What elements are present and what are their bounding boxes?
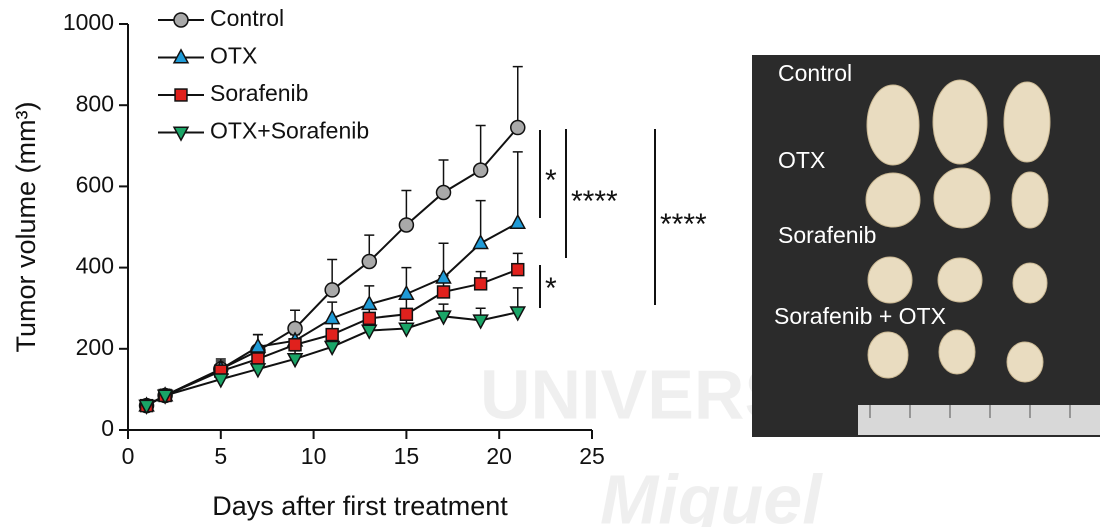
marker <box>398 322 415 338</box>
marker <box>324 282 340 298</box>
marker <box>435 184 452 201</box>
error-bar <box>512 65 523 128</box>
legend-marker <box>172 126 190 142</box>
marker <box>436 285 451 299</box>
legend-marker <box>172 48 190 64</box>
marker <box>325 327 339 342</box>
photo-label: Sorafenib <box>778 222 876 248</box>
annotation: * <box>545 164 557 197</box>
marker <box>398 217 415 233</box>
marker <box>473 277 488 291</box>
marker <box>249 363 267 379</box>
legend-label: OTX <box>210 43 257 69</box>
x-tick-label: 15 <box>394 443 420 469</box>
legend-marker <box>174 88 188 102</box>
marker <box>435 310 452 326</box>
marker <box>361 294 378 311</box>
y-tick-label: 0 <box>101 415 114 441</box>
marker <box>361 324 378 340</box>
watermark: Miguel <box>600 460 823 527</box>
error-bar <box>512 151 523 223</box>
legend-marker <box>173 12 189 28</box>
y-tick-label: 400 <box>76 253 114 279</box>
marker <box>398 284 415 300</box>
marker <box>323 340 341 357</box>
marker <box>249 337 267 353</box>
marker <box>362 311 376 326</box>
annotation: * <box>545 272 557 305</box>
y-tick-label: 1000 <box>63 9 114 35</box>
x-tick-label: 0 <box>122 443 135 469</box>
y-tick-label: 200 <box>76 334 114 360</box>
marker <box>323 309 341 325</box>
marker <box>156 389 174 405</box>
marker <box>435 268 452 284</box>
x-tick-label: 20 <box>486 443 512 469</box>
x-tick-label: 10 <box>301 443 327 469</box>
legend-label: Control <box>210 5 284 31</box>
photo-label: Sorafenib + OTX <box>774 303 946 329</box>
marker <box>510 119 526 136</box>
annotation: **** <box>660 208 707 241</box>
marker <box>472 314 489 330</box>
legend-label: Sorafenib <box>210 80 308 106</box>
marker <box>212 373 230 389</box>
marker <box>509 306 527 322</box>
x-axis-label: Days after first treatment <box>212 491 508 521</box>
photo-label: OTX <box>778 147 825 173</box>
x-tick-label: 5 <box>214 443 227 469</box>
y-tick-label: 800 <box>76 90 114 116</box>
marker <box>511 262 525 277</box>
marker <box>509 213 527 229</box>
marker <box>138 399 155 415</box>
photo: Control OTX Sorafenib Sorafenib + OTX <box>752 55 1100 437</box>
brackets <box>539 129 656 308</box>
marker <box>361 253 378 270</box>
marker <box>286 352 304 369</box>
y-axis-label: Tumor volume (mm³) <box>11 101 41 352</box>
photo-label: Control <box>778 60 852 86</box>
marker <box>472 162 489 178</box>
legend-label: OTX+Sorafenib <box>210 118 369 144</box>
x-tick-label: 25 <box>579 443 605 469</box>
annotation: **** <box>571 185 618 218</box>
marker <box>472 233 489 250</box>
y-tick-label: 600 <box>76 171 114 197</box>
marker <box>288 338 302 352</box>
marker <box>399 307 414 321</box>
